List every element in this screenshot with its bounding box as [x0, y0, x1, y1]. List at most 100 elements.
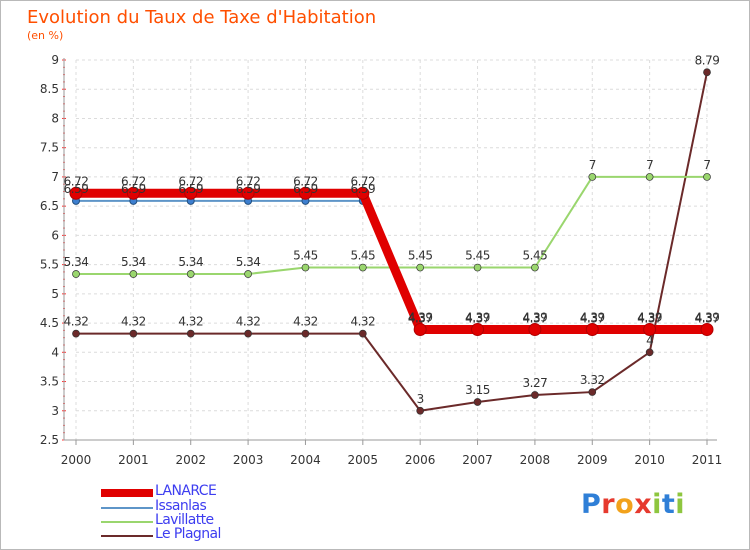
y-tick-label: 8 — [51, 111, 59, 125]
data-label-lavillatte: 5.45 — [465, 249, 490, 263]
data-label-lanarce: 6.72 — [293, 174, 318, 188]
data-label-lanarce: 4.39 — [465, 311, 490, 325]
data-point-lanarce — [643, 323, 657, 337]
x-tick-label: 2009 — [577, 453, 608, 467]
data-point-lanarce — [298, 186, 312, 200]
data-point-lanarce — [700, 323, 714, 337]
y-tick-label: 3 — [51, 404, 59, 418]
data-label-issanlas: 6.59 — [293, 182, 318, 196]
data-label-issanlas: 4.37 — [695, 312, 720, 326]
data-label-le-plagnal: 4.32 — [350, 315, 375, 329]
y-tick-label: 4 — [51, 345, 59, 359]
data-point-lanarce — [241, 186, 255, 200]
data-point-lavillatte — [588, 173, 597, 181]
data-point-lanarce — [528, 323, 542, 337]
data-label-issanlas: 4.37 — [408, 312, 433, 326]
legend-label: LANARCE — [155, 483, 217, 499]
data-label-le-plagnal: 4.32 — [236, 315, 261, 329]
data-label-le-plagnal: 4.32 — [293, 315, 318, 329]
data-point-lanarce — [184, 186, 198, 200]
x-tick-label: 2003 — [233, 453, 264, 467]
data-label-lavillatte: 7 — [589, 158, 596, 172]
data-label-issanlas: 4.37 — [637, 312, 662, 326]
data-label-lavillatte: 5.34 — [64, 255, 89, 269]
legend-label: Lavillatte — [155, 512, 214, 528]
data-point-le-plagnal — [301, 329, 310, 338]
data-label-le-plagnal: 4 — [646, 333, 653, 347]
data-label-lanarce: 6.72 — [350, 174, 375, 188]
y-tick-label: 9 — [51, 53, 59, 67]
data-point-lanarce — [585, 323, 599, 337]
proxiti-logo: Proxiti — [581, 489, 686, 520]
data-label-lavillatte: 7 — [703, 158, 710, 172]
x-tick-label: 2001 — [118, 453, 149, 467]
data-label-issanlas: 4.37 — [523, 312, 548, 326]
data-point-lanarce — [471, 323, 485, 337]
data-point-lavillatte — [416, 263, 425, 272]
data-point-le-plagnal — [531, 391, 539, 399]
data-label-le-plagnal: 4.32 — [178, 315, 203, 329]
data-label-issanlas: 4.37 — [465, 312, 490, 326]
x-tick-label: 2011 — [692, 453, 723, 467]
data-label-issanlas: 6.59 — [236, 182, 261, 196]
data-point-lanarce — [69, 186, 83, 200]
data-point-lavillatte — [703, 173, 711, 181]
data-label-le-plagnal: 3 — [417, 392, 424, 406]
data-label-le-plagnal: 4.32 — [121, 315, 146, 329]
data-point-lanarce — [356, 186, 370, 200]
legend-label: Le Plagnal — [155, 526, 221, 542]
y-tick-label: 6.5 — [40, 199, 59, 213]
data-point-lavillatte — [244, 270, 252, 278]
x-tick-label: 2006 — [405, 453, 436, 467]
data-label-issanlas: 6.59 — [350, 182, 375, 196]
data-label-lavillatte: 7 — [646, 158, 653, 172]
data-point-le-plagnal — [244, 329, 252, 338]
data-label-lavillatte: 5.34 — [178, 255, 203, 269]
data-label-lavillatte: 5.45 — [293, 249, 318, 263]
y-tick-label: 7.5 — [40, 141, 59, 155]
data-point-le-plagnal — [129, 329, 138, 338]
data-label-lavillatte: 5.34 — [121, 255, 146, 269]
x-tick-label: 2010 — [634, 453, 665, 467]
data-label-issanlas: 4.37 — [580, 312, 605, 326]
data-point-lavillatte — [129, 270, 138, 278]
data-point-le-plagnal — [186, 329, 195, 338]
series-line-le-plagnal — [76, 72, 708, 412]
y-tick-label: 3.5 — [40, 375, 59, 389]
data-label-issanlas: 6.59 — [121, 182, 146, 196]
legend-swatch-le-plagnal — [101, 535, 153, 537]
data-label-le-plagnal: 8.79 — [695, 53, 720, 67]
axis-layer: 2.5 3 3.5 4 4.5 5 5.5 6 6.5 7 7.5 8 8.5 9 2000 2001 2002… — [40, 53, 722, 467]
data-point-le-plagnal — [473, 398, 482, 406]
x-tick-label: 2002 — [175, 453, 206, 467]
data-label-issanlas: 6.59 — [178, 182, 203, 196]
data-point-lavillatte — [473, 263, 482, 272]
data-label-lanarce: 4.39 — [408, 311, 433, 325]
data-label-lanarce: 6.72 — [236, 174, 261, 188]
data-point-lanarce — [413, 323, 427, 337]
data-point-le-plagnal — [645, 348, 654, 357]
data-point-lavillatte — [358, 263, 367, 272]
data-label-lanarce: 4.39 — [580, 311, 605, 325]
data-point-lanarce — [126, 186, 140, 200]
legend-swatch-lavillatte — [101, 521, 153, 523]
data-point-lavillatte — [72, 270, 80, 278]
chart-unit: (en %) — [27, 29, 64, 42]
label-layer: 6.72 6.72 6.72 6.72 6.72 6.72 4.39 4.39 4.39 4.39… — [64, 53, 720, 405]
data-label-le-plagnal: 4.32 — [64, 315, 89, 329]
data-label-lanarce: 4.39 — [695, 311, 720, 325]
data-point-lavillatte — [186, 270, 195, 278]
data-label-lanarce: 6.72 — [178, 174, 203, 188]
data-label-lavillatte: 5.34 — [236, 255, 261, 269]
x-tick-label: 2008 — [520, 453, 551, 467]
legend-swatch-issanlas — [101, 507, 153, 509]
x-tick-label: 2007 — [462, 453, 493, 467]
data-point-lavillatte — [301, 263, 310, 272]
y-tick-label: 5.5 — [40, 258, 59, 272]
y-tick-label: 8.5 — [40, 82, 59, 96]
y-tick-label: 7 — [51, 170, 59, 184]
y-tick-label: 6 — [51, 228, 59, 242]
data-point-le-plagnal — [703, 68, 711, 77]
data-point-le-plagnal — [72, 329, 80, 338]
